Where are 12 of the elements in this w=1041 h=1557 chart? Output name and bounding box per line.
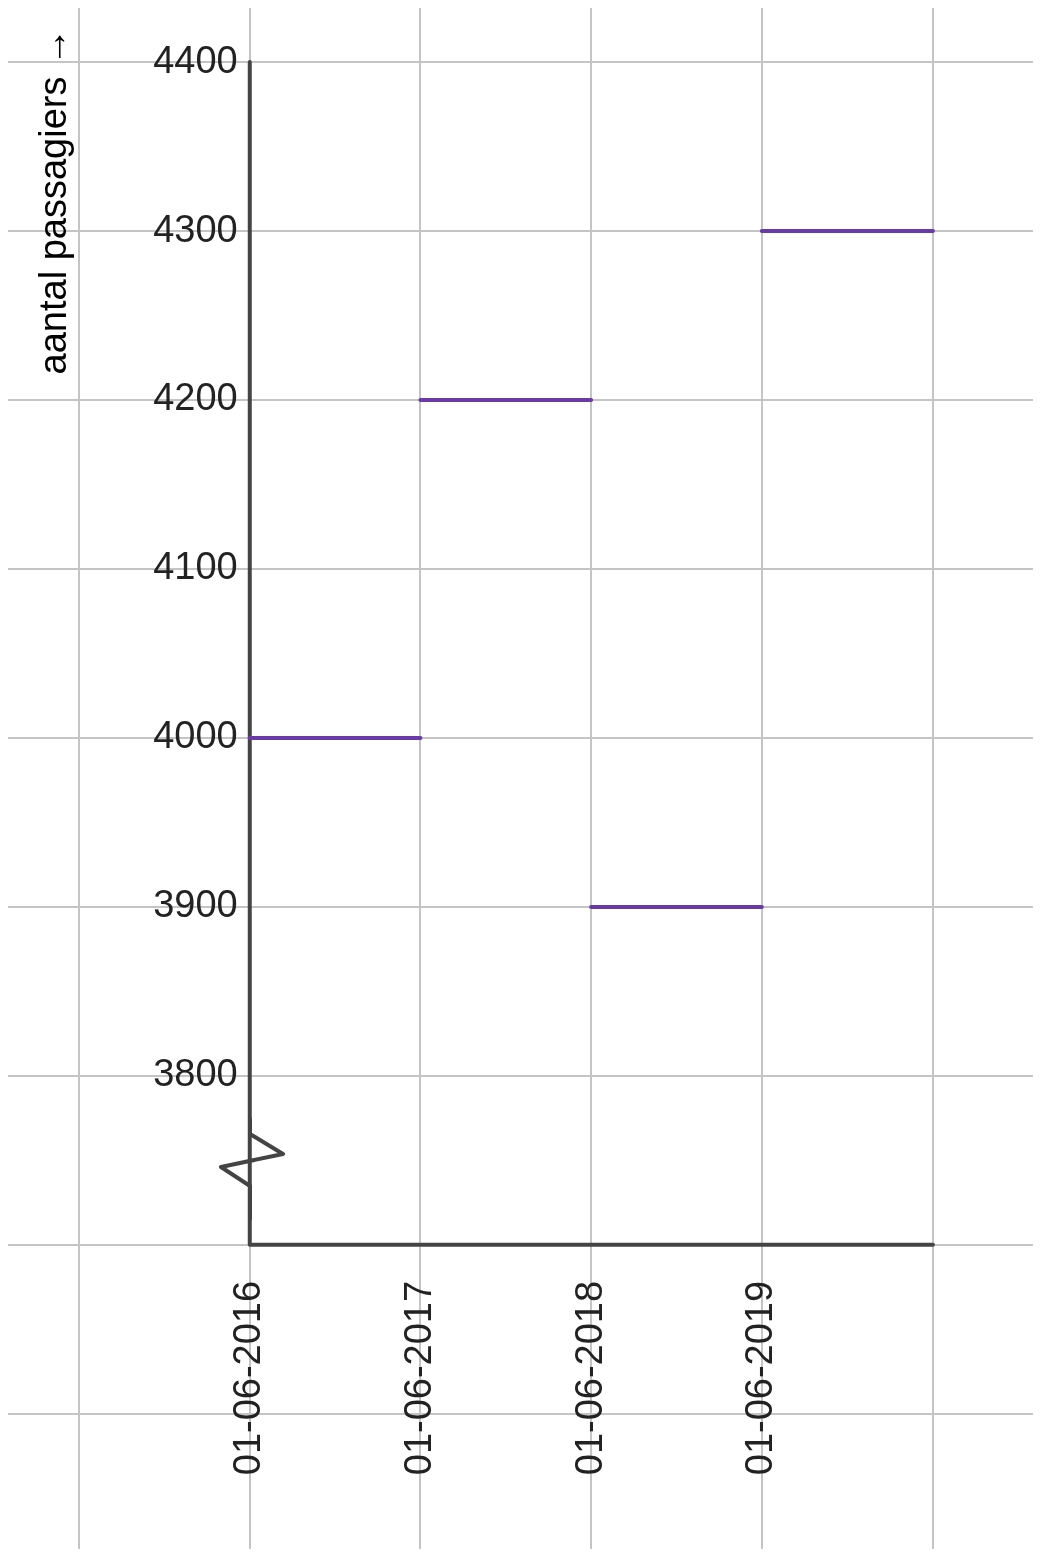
- x-tick-label: 01-06-2017: [396, 1280, 439, 1476]
- y-tick-label: 3800: [153, 1052, 238, 1095]
- y-tick-label: 4100: [153, 545, 238, 588]
- y-tick-label: 4400: [153, 38, 238, 81]
- y-tick-label: 4200: [153, 376, 238, 419]
- x-tick-label: 01-06-2018: [567, 1280, 610, 1476]
- y-tick-label: 3900: [153, 883, 238, 926]
- x-tick-label: 01-06-2019: [738, 1280, 781, 1476]
- y-tick-label: 4000: [153, 714, 238, 757]
- x-tick-label: 01-06-2016: [226, 1280, 269, 1476]
- y-tick-label: 4300: [153, 207, 238, 250]
- y-axis-title: aantal passagiers →: [32, 28, 75, 375]
